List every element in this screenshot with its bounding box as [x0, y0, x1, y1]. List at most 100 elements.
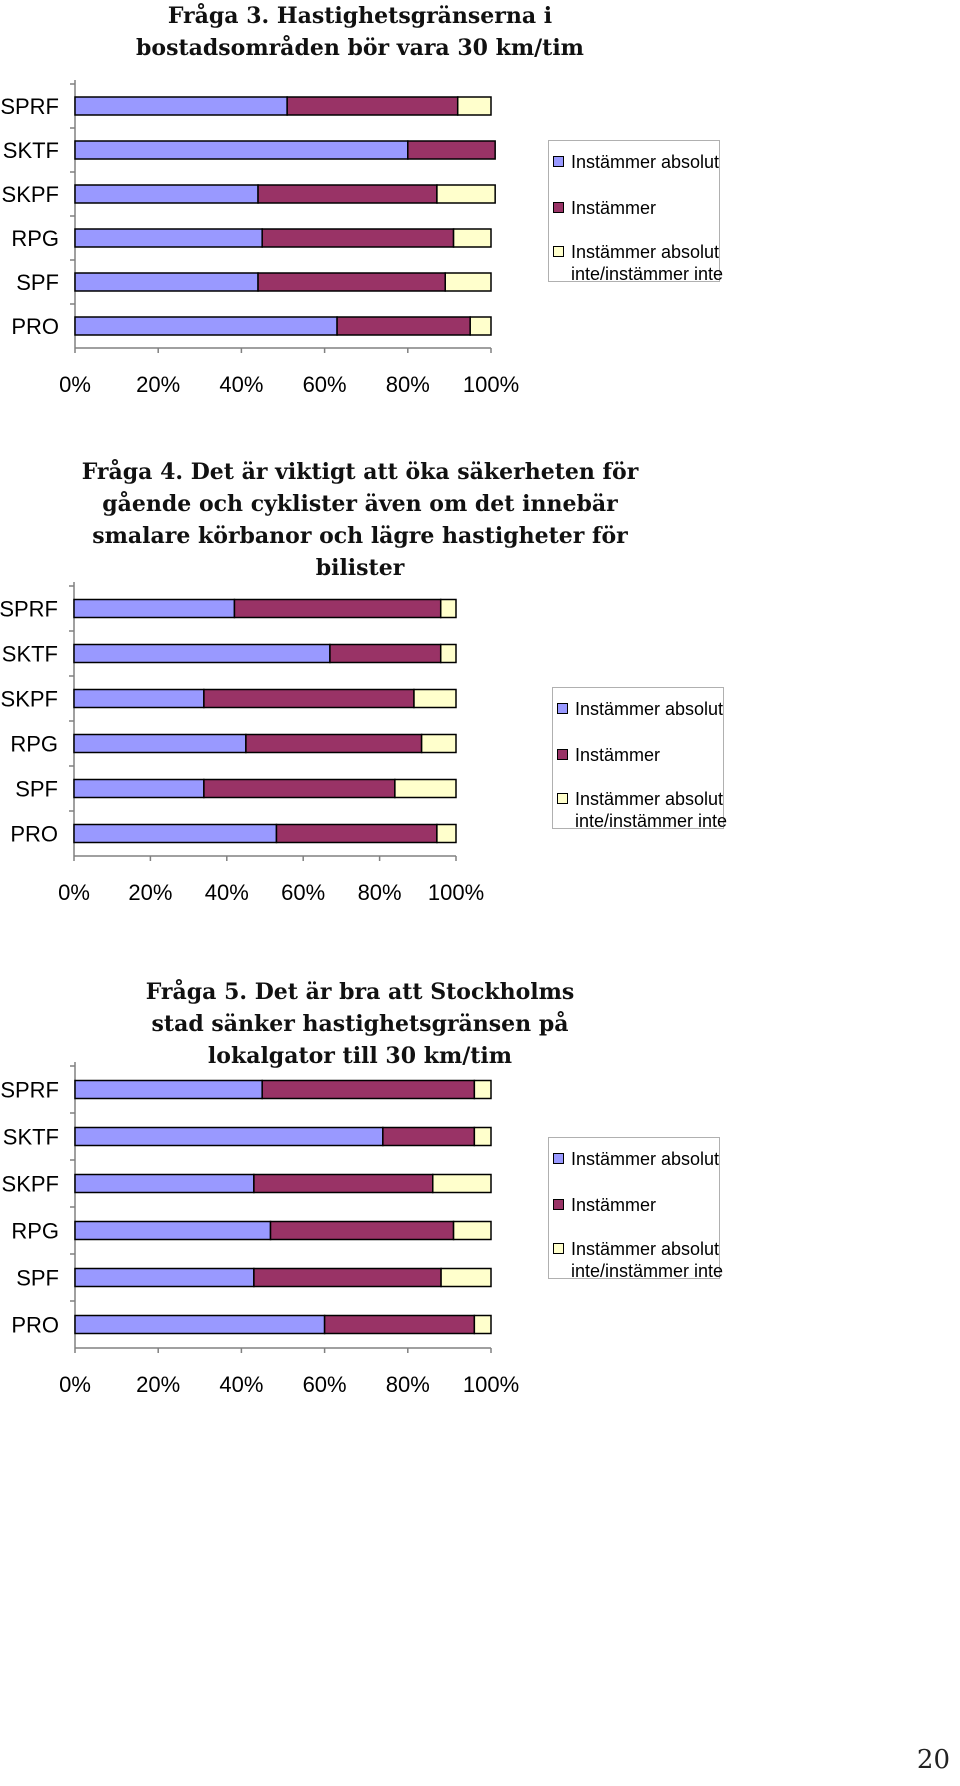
- category-label: SKPF: [1, 687, 58, 712]
- legend-label: Instämmer absolut inte/instämmer inte: [571, 242, 724, 284]
- x-tick-label: 80%: [358, 880, 402, 905]
- category-label: SPRF: [0, 94, 59, 119]
- legend-swatch: [553, 1243, 564, 1254]
- legend-item: Instämmer absolut inte/instämmer inte: [549, 241, 736, 285]
- bar-segment: [444, 272, 492, 292]
- legend-item: Instämmer: [549, 197, 736, 219]
- bar-segment: [420, 733, 457, 754]
- x-tick-label: 0%: [59, 1372, 91, 1397]
- chart-plot: 0% 20% 40% 60% 80% 100% SPRF SKTF SKPF RPG SPF PRO: [0, 1062, 519, 1397]
- category-label: RPG: [11, 1219, 59, 1244]
- bar-segment: [74, 1314, 326, 1335]
- bar-segment: [473, 1079, 492, 1100]
- chart-legend: Instämmer absolut Instämmer Instämmer abso…: [552, 687, 727, 831]
- category-label: PRO: [10, 822, 58, 847]
- category-label: PRO: [11, 1313, 59, 1338]
- x-tick-label: 40%: [219, 1372, 263, 1397]
- category-label: RPG: [11, 226, 59, 251]
- bar-segment: [323, 1314, 476, 1335]
- bar-segment: [394, 778, 457, 799]
- x-tick-label: 0%: [59, 372, 91, 397]
- legend-label: Instämmer: [571, 198, 657, 218]
- legend-item: Instämmer: [553, 744, 740, 766]
- category-label: SKTF: [3, 1125, 59, 1150]
- legend-item: Instämmer absolut inte/instämmer inte: [549, 1238, 736, 1282]
- chart-title: Fråga 5. Det är bra att Stockholms stad …: [145, 979, 575, 1069]
- bar-segment: [74, 1173, 255, 1194]
- page-number: 20: [916, 1745, 950, 1775]
- bar-segment: [436, 823, 457, 844]
- bar-segment: [269, 1220, 455, 1241]
- legend-label: Instämmer absolut inte/instämmer inte: [571, 1239, 724, 1281]
- legend-item: Instämmer absolut: [549, 1148, 736, 1170]
- category-label: SPRF: [0, 597, 58, 622]
- bar-segment: [382, 1126, 476, 1147]
- chart-plot: 0% 20% 40% 60% 80% 100% SPRF SKTF SKPF RPG SPF PRO: [0, 582, 484, 905]
- category-label: PRO: [11, 314, 59, 339]
- legend-item: Instämmer absolut inte/instämmer inte: [553, 788, 740, 832]
- legend-label: Instämmer absolut: [571, 152, 720, 172]
- legend-swatch: [553, 156, 564, 167]
- bar-segment: [253, 1173, 434, 1194]
- category-label: SKPF: [2, 1172, 59, 1197]
- bar-segment: [440, 1267, 492, 1288]
- legend-label: Instämmer absolut inte/instämmer inte: [575, 789, 728, 831]
- legend-swatch: [557, 703, 568, 714]
- bar-segment: [469, 316, 492, 336]
- bar-segment: [74, 1126, 384, 1147]
- legend-label: Instämmer: [571, 1195, 657, 1215]
- legend-swatch: [553, 1199, 564, 1210]
- category-label: SKPF: [2, 182, 59, 207]
- x-tick-label: 60%: [303, 372, 347, 397]
- legend-swatch: [553, 202, 564, 213]
- bar-segment: [452, 228, 492, 248]
- legend-item: Instämmer absolut: [549, 151, 736, 173]
- chart-title: Fråga 3. Hastighetsgränserna i bostadsom…: [136, 3, 584, 61]
- bar-segment: [413, 688, 457, 709]
- x-tick-label: 20%: [128, 880, 172, 905]
- x-tick-label: 80%: [386, 372, 430, 397]
- legend-item: Instämmer absolut: [553, 698, 740, 720]
- category-label: SPF: [16, 270, 59, 295]
- category-label: SKTF: [2, 642, 58, 667]
- x-tick-label: 60%: [303, 1372, 347, 1397]
- chart-title: Fråga 4. Det är viktigt att öka säkerhet…: [81, 459, 639, 581]
- chart-legend: Instämmer absolut Instämmer Instämmer abso…: [548, 140, 723, 284]
- x-tick-label: 0%: [58, 880, 90, 905]
- legend-label: Instämmer absolut: [571, 1149, 720, 1169]
- legend-swatch: [553, 1153, 564, 1164]
- bar-segment: [473, 1126, 492, 1147]
- chart-legend: Instämmer absolut Instämmer Instämmer abso…: [548, 1137, 723, 1281]
- legend-swatch: [553, 246, 564, 257]
- bar-segment: [439, 598, 457, 619]
- legend-swatch: [557, 749, 568, 760]
- bar-segment: [436, 184, 496, 204]
- category-label: SPRF: [0, 1078, 59, 1103]
- x-tick-label: 60%: [281, 880, 325, 905]
- bar-segment: [74, 1220, 272, 1241]
- x-tick-label: 40%: [219, 372, 263, 397]
- bar-segment: [473, 1314, 492, 1335]
- category-label: RPG: [10, 732, 58, 757]
- bar-segment: [452, 1220, 492, 1241]
- legend-swatch: [557, 793, 568, 804]
- x-tick-label: 40%: [205, 880, 249, 905]
- bar-segment: [456, 96, 492, 116]
- bar-segment: [261, 1079, 476, 1100]
- legend-label: Instämmer absolut: [575, 699, 724, 719]
- bar-segment: [432, 1173, 492, 1194]
- x-tick-label: 80%: [386, 1372, 430, 1397]
- x-tick-label: 100%: [428, 880, 484, 905]
- category-label: SKTF: [3, 138, 59, 163]
- bar-segment: [74, 1267, 255, 1288]
- x-tick-label: 100%: [463, 1372, 519, 1397]
- bar-segment: [407, 140, 496, 160]
- chart-plot: 0% 20% 40% 60% 80% 100% SPRF SKTF SKPF RPG SPF PRO: [0, 80, 519, 397]
- bar-segment: [74, 1079, 263, 1100]
- x-tick-label: 100%: [463, 372, 519, 397]
- legend-item: Instämmer: [549, 1194, 736, 1216]
- category-label: SPF: [16, 1266, 59, 1291]
- bar-segment: [253, 1267, 442, 1288]
- x-tick-label: 20%: [136, 372, 180, 397]
- category-label: SPF: [15, 777, 58, 802]
